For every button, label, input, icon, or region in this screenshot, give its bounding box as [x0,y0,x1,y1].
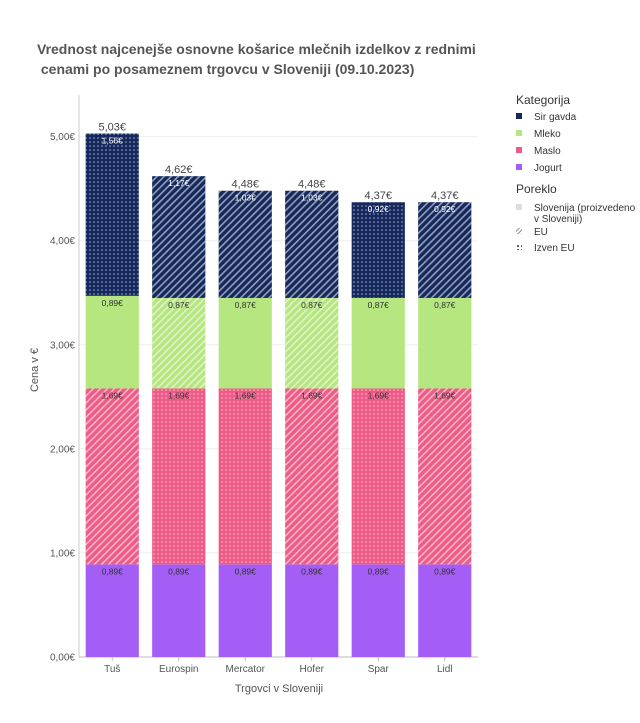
bar-tus-mleko [85,295,139,389]
bar-hofer-sir-gavda-pattern [285,190,339,298]
bars: 0,89€ 1,69€ 0,89€ 1,56€ 5,03€ 0,89€ 1,69€ 0,87€… [85,122,472,657]
bar-hofer-mleko-pattern [285,297,339,389]
total-label: 4,37€ [431,190,459,202]
legend-swatch [516,130,522,136]
data-label: 1,69€ [301,390,323,400]
legend-item-label: Mleko [534,129,561,140]
x-tick-label: Lidl [437,664,453,675]
data-label: 0,89€ [301,566,323,576]
bar-spar-sir-gavda-pattern [351,202,405,298]
bar-eurospin-maslo-pattern [152,388,206,565]
x-tick-label: Hofer [300,664,325,675]
data-label: 0,87€ [235,300,257,310]
data-label: 0,87€ [434,300,456,310]
legend-item-label: Maslo [534,146,561,157]
data-label: 1,69€ [235,390,257,400]
y-tick-label: 0,00€ [50,653,75,664]
data-label: 1,17€ [168,178,190,188]
x-axis: Tuš Eurospin Mercator Hofer Spar Lidl [104,657,453,675]
x-tick-label: Mercator [226,664,266,675]
bar-mercator-maslo-pattern [218,388,272,565]
bar-spar-jogurt [351,564,405,657]
legend-item-label: Izven EU [534,243,575,254]
gridlines [79,136,478,658]
legend-item-label: Sir gavda [534,112,577,123]
bar-hofer-jogurt [285,564,339,657]
legend-item-label: v Sloveniji) [534,214,582,225]
legend-swatch [516,147,522,153]
chart-title-line-1: Vrednost najcenejše osnovne košarice mle… [37,41,476,57]
legend-item-label: EU [534,227,548,238]
data-label: 0,89€ [168,566,190,576]
y-axis-title: Cena v € [29,348,41,392]
data-label: 1,69€ [368,390,390,400]
x-tick-label: Tuš [104,664,120,675]
bar-eurospin-sir-gavda-pattern [152,176,206,298]
bar-tus-maslo-pattern [85,388,139,565]
bar-eurospin-jogurt [152,564,206,657]
total-label: 4,62€ [165,164,193,176]
chart-title-line-2: cenami po posameznem trgovcu v Sloveniji… [37,61,414,77]
legend-swatch [516,164,522,170]
x-axis-title: Trgovci v Sloveniji [235,683,323,695]
data-label: 0,89€ [434,566,456,576]
data-label: 0,89€ [235,566,257,576]
data-label: 0,87€ [301,300,323,310]
data-label: 0,87€ [368,300,390,310]
legend-swatch [516,113,522,119]
x-tick-label: Spar [368,664,390,675]
data-label: 0,89€ [368,566,390,576]
bar-mercator-sir-gavda-pattern [218,190,272,298]
data-label: 0,92€ [368,204,390,214]
legend-title-poreklo: Poreklo [516,182,557,196]
data-label: 1,56€ [102,136,124,146]
bar-lidl-maslo-pattern [418,388,472,565]
y-tick-label: 2,00€ [50,444,75,455]
bar-spar-maslo-pattern [351,388,405,565]
data-label: 0,87€ [168,300,190,310]
y-tick-label: 4,00€ [50,236,75,247]
total-label: 4,48€ [231,179,259,191]
bar-tus-sir-gavda-pattern [85,133,139,296]
data-label: 0,89€ [102,298,124,308]
data-label: 0,89€ [102,566,124,576]
bar-eurospin-mleko-pattern [152,297,206,389]
legend-swatch [516,244,522,250]
data-label: 1,69€ [102,390,124,400]
legend-swatch [516,204,522,210]
legend-item-label: Jogurt [534,163,562,174]
legend: Kategorija Sir gavda Mleko Maslo Jogurt Porek… [516,93,636,254]
bar-spar-mleko [351,297,405,389]
bar-lidl-jogurt [418,564,472,657]
data-label: 0,92€ [434,204,456,214]
total-label: 4,48€ [298,179,326,191]
data-label: 1,69€ [168,390,190,400]
bar-hofer-maslo-pattern [285,388,339,565]
bar-mercator-mleko [218,297,272,389]
data-label: 1,69€ [434,390,456,400]
total-label: 4,37€ [364,190,392,202]
y-tick-label: 1,00€ [50,548,75,559]
bar-mercator-jogurt [218,564,272,657]
bar-tus-jogurt [85,564,139,657]
legend-item-label: Slovenija (proizvedeno [534,203,636,214]
legend-swatch [516,228,522,234]
legend-title-kategorija: Kategorija [516,93,570,107]
y-tick-label: 3,00€ [50,340,75,351]
chart-title: Vrednost najcenejše osnovne košarice mle… [37,41,476,77]
y-tick-label: 5,00€ [50,132,75,143]
bar-lidl-sir-gavda-pattern [418,202,472,298]
bar-lidl-mleko [418,297,472,389]
data-label: 1,03€ [235,193,257,203]
x-tick-label: Eurospin [159,664,198,675]
total-label: 5,03€ [98,122,126,134]
y-axis: 0,00€ 1,00€ 2,00€ 3,00€ 4,00€ 5,00€ [50,132,75,663]
data-label: 1,03€ [301,193,323,203]
